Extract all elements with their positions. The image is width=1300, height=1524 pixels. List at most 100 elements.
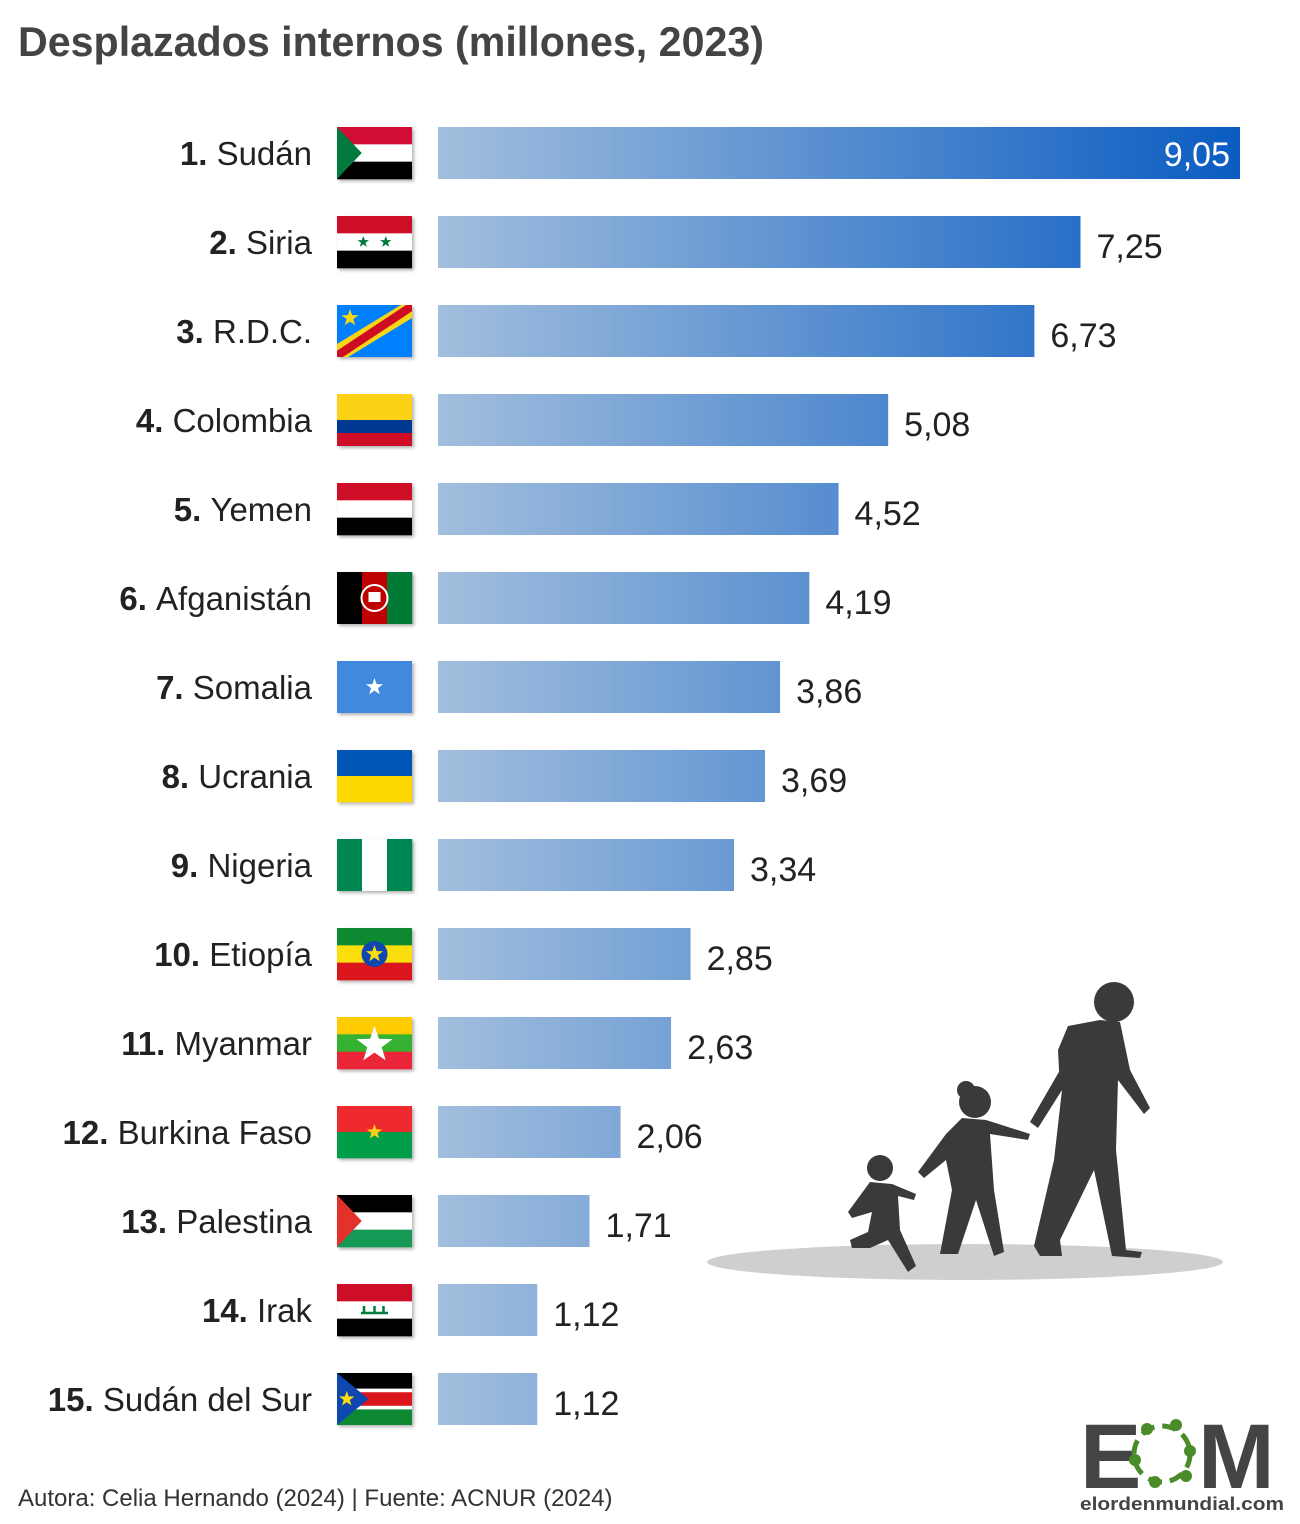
- country-label: 9. Nigeria: [171, 847, 313, 884]
- rank-number: 13.: [121, 1203, 176, 1240]
- family-walking-silhouette-icon: [707, 982, 1223, 1280]
- eom-logo: E M elordenmundial.com: [1080, 1406, 1284, 1514]
- bar-row: 15. Sudán del Sur 1,12: [48, 1373, 619, 1425]
- bar: [438, 572, 810, 624]
- country-name: Nigeria: [207, 847, 312, 884]
- rank-number: 11.: [121, 1025, 174, 1062]
- country-label: 1. Sudán: [180, 135, 312, 172]
- bar-row: 2. Siria 7,25: [209, 216, 1163, 269]
- nigeria-flag-icon: [337, 839, 413, 891]
- value-label: 4,52: [855, 495, 921, 533]
- rank-number: 9.: [171, 847, 208, 884]
- afghanistan-flag-icon: [337, 572, 413, 624]
- rank-number: 8.: [162, 758, 199, 795]
- country-label: 4. Colombia: [136, 402, 313, 439]
- value-label: 7,25: [1096, 228, 1162, 266]
- bar-row: 7. Somalia 3,86: [156, 661, 862, 713]
- value-label: 1,12: [553, 1296, 619, 1334]
- bar: [438, 394, 889, 446]
- ethiopia-flag-icon: [337, 928, 412, 981]
- rank-number: 5.: [174, 491, 211, 528]
- footer-credits: Autora: Celia Hernando (2024) | Fuente: …: [18, 1485, 613, 1512]
- ukraine-flag-icon: [337, 750, 412, 803]
- rank-number: 4.: [136, 402, 173, 439]
- country-label: 13. Palestina: [121, 1203, 312, 1240]
- bar-row: 1. Sudán 9,05: [180, 127, 1240, 180]
- bar-row: 13. Palestina 1,71: [121, 1195, 672, 1248]
- rank-number: 7.: [156, 669, 193, 706]
- value-label: 1,12: [553, 1385, 619, 1423]
- rank-number: 6.: [119, 580, 156, 617]
- country-name: Afganistán: [156, 580, 312, 617]
- country-name: Ucrania: [198, 758, 312, 795]
- country-label: 7. Somalia: [156, 669, 313, 706]
- country-label: 5. Yemen: [174, 491, 312, 528]
- country-name: Sudán del Sur: [103, 1381, 312, 1418]
- bar-row: 9. Nigeria 3,34: [171, 839, 816, 891]
- value-label: 9,05: [1164, 136, 1230, 174]
- value-label: 5,08: [904, 406, 970, 444]
- bar-row: 8. Ucrania 3,69: [162, 750, 847, 803]
- country-name: Etiopía: [209, 936, 312, 973]
- country-name: Irak: [257, 1292, 313, 1329]
- value-label: 3,86: [796, 673, 862, 711]
- value-label: 6,73: [1050, 317, 1116, 355]
- country-label: 11. Myanmar: [121, 1025, 312, 1062]
- country-name: Somalia: [193, 669, 313, 706]
- country-label: 12. Burkina Faso: [63, 1114, 312, 1151]
- value-label: 3,34: [750, 851, 816, 889]
- bar: [438, 839, 734, 891]
- country-name: Burkina Faso: [118, 1114, 312, 1151]
- value-label: 2,85: [707, 940, 773, 978]
- country-label: 15. Sudán del Sur: [48, 1381, 312, 1418]
- bar: [438, 305, 1035, 357]
- value-label: 4,19: [825, 584, 891, 622]
- drc-flag-icon: [337, 305, 412, 357]
- chart-title: Desplazados internos (millones, 2023): [18, 18, 764, 65]
- country-label: 14. Irak: [202, 1292, 313, 1329]
- iraq-flag-icon: [337, 1284, 412, 1337]
- bar: [438, 1195, 590, 1247]
- country-label: 2. Siria: [209, 224, 312, 261]
- sudan-flag-icon: [337, 127, 412, 180]
- country-label: 6. Afganistán: [119, 580, 312, 617]
- country-name: Sudán: [217, 135, 312, 172]
- somalia-flag-icon: [337, 661, 412, 713]
- yemen-flag-icon: [337, 483, 412, 536]
- bar-row: 12. Burkina Faso 2,06: [63, 1106, 703, 1159]
- bar: [438, 928, 691, 980]
- country-label: 10. Etiopía: [154, 936, 312, 973]
- rank-number: 15.: [48, 1381, 103, 1418]
- bar-row: 5. Yemen 4,52: [174, 483, 921, 536]
- value-label: 3,69: [781, 762, 847, 800]
- bar: [438, 1373, 538, 1425]
- value-label: 2,06: [637, 1118, 703, 1156]
- rank-number: 14.: [202, 1292, 257, 1329]
- country-name: Myanmar: [174, 1025, 312, 1062]
- bar: [438, 127, 1240, 179]
- south-sudan-flag-icon: [337, 1373, 412, 1425]
- bar-row: 10. Etiopía 2,85: [154, 928, 773, 981]
- svg-text:elordenmundial.com: elordenmundial.com: [1080, 1494, 1284, 1514]
- rank-number: 1.: [180, 135, 217, 172]
- country-label: 8. Ucrania: [162, 758, 313, 795]
- country-name: Siria: [246, 224, 313, 261]
- bar-row: 3. R.D.C. 6,73: [176, 305, 1117, 357]
- bar-row: 11. Myanmar 2,63: [121, 1017, 753, 1070]
- rank-number: 2.: [209, 224, 246, 261]
- country-name: Yemen: [210, 491, 312, 528]
- bar: [438, 1017, 672, 1069]
- country-name: Colombia: [173, 402, 313, 439]
- rank-number: 12.: [63, 1114, 118, 1151]
- syria-flag-icon: [337, 216, 412, 269]
- bar-row: 14. Irak 1,12: [202, 1284, 619, 1337]
- rank-number: 3.: [176, 313, 213, 350]
- country-name: Palestina: [176, 1203, 312, 1240]
- country-name: R.D.C.: [213, 313, 312, 350]
- value-label: 2,63: [687, 1029, 753, 1067]
- bar: [438, 661, 781, 713]
- bar: [438, 483, 839, 535]
- bar: [438, 750, 766, 802]
- svg-text:M: M: [1198, 1406, 1275, 1508]
